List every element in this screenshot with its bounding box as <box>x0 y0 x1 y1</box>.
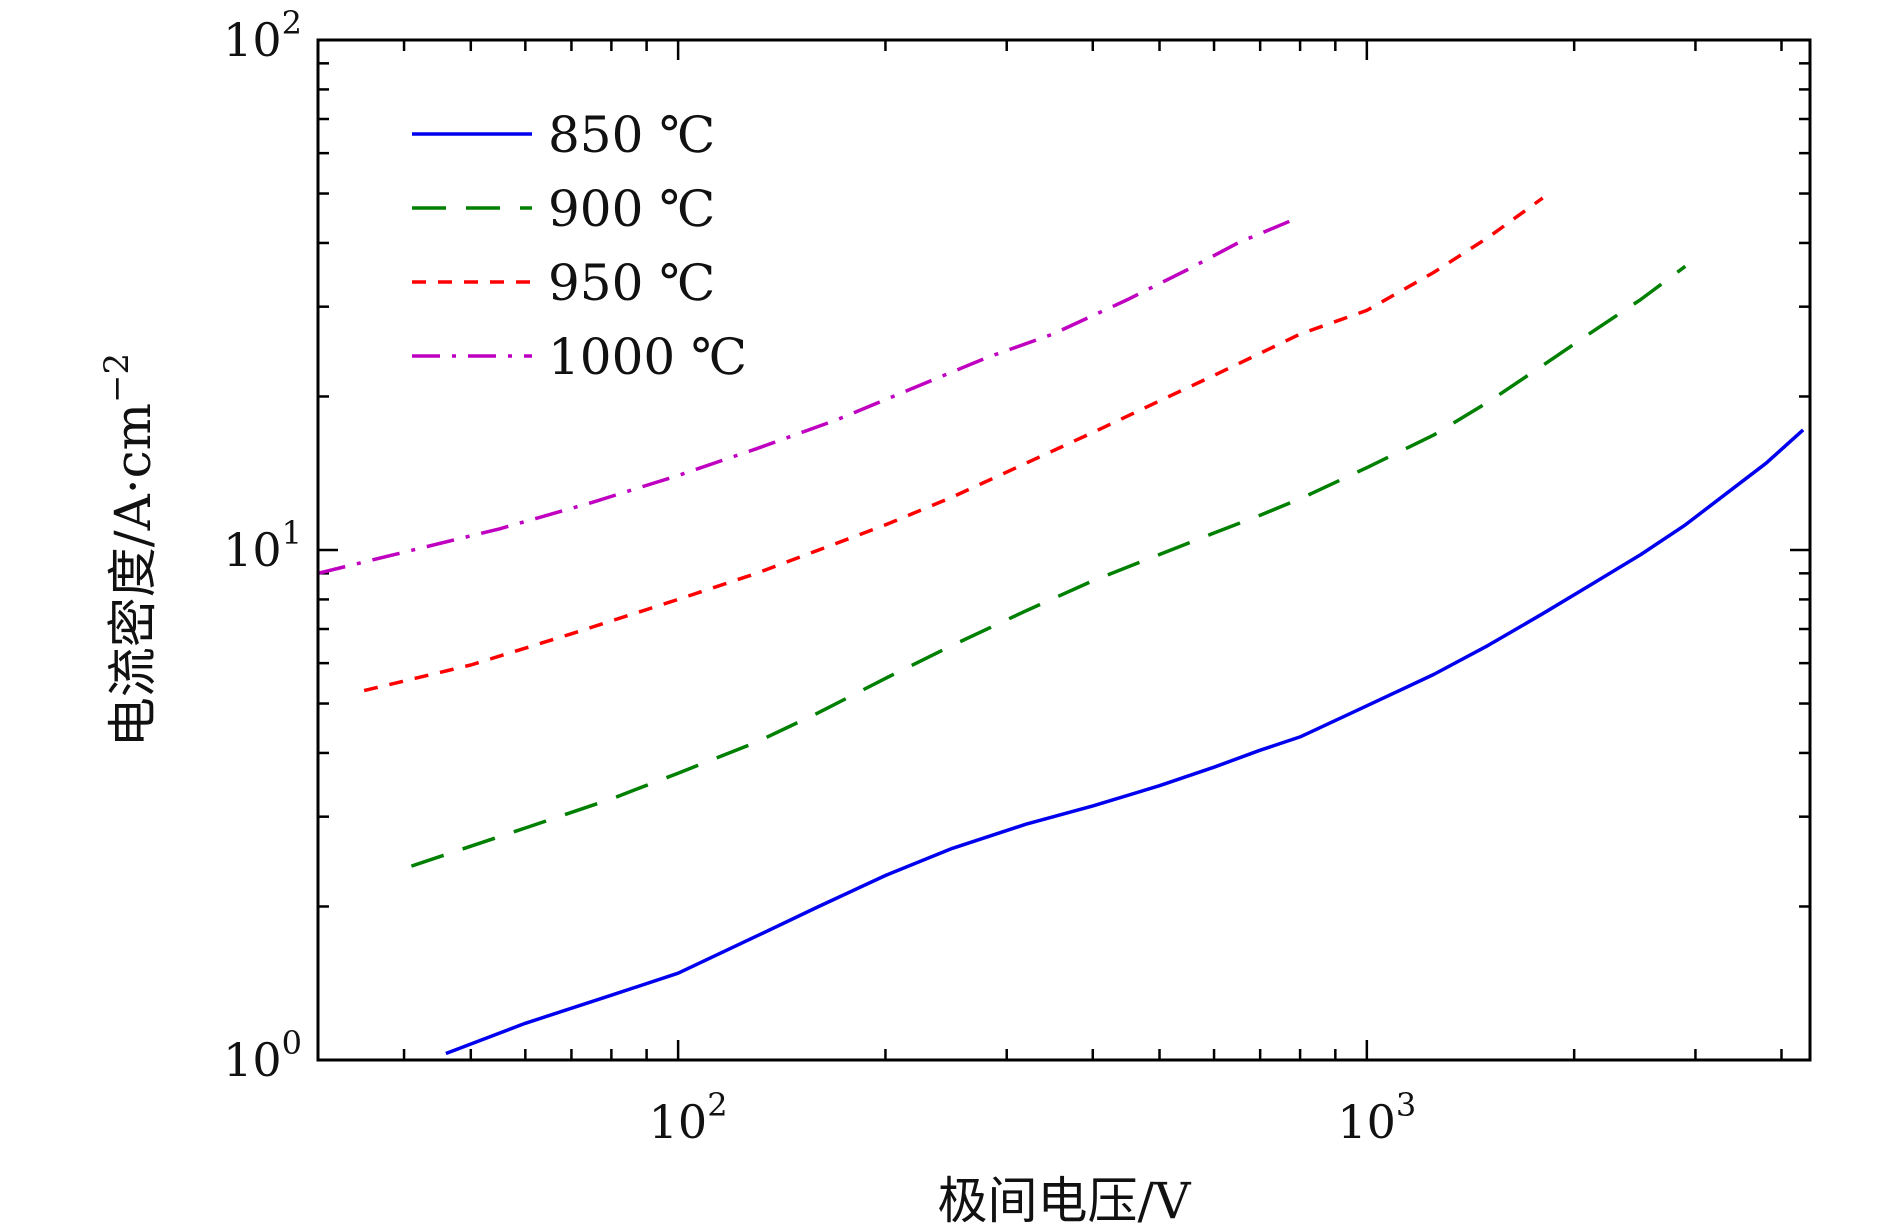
y-tick-label: 101 <box>223 514 302 577</box>
series-line-4 <box>317 215 1301 575</box>
y-axis-title-text: 电流密度/A·cm <box>104 403 162 747</box>
x-tick-label: 102 <box>649 1086 728 1149</box>
series-line-2 <box>410 264 1687 868</box>
x-axis-title: 极间电压/V <box>938 1172 1192 1228</box>
series-line-3 <box>363 196 1544 693</box>
tick-labels: 100 101 102 102 103 <box>223 4 1416 1149</box>
y-tick-label: 100 <box>223 1024 302 1087</box>
y-axis-title-group: 电流密度/A·cm−2 <box>97 353 162 747</box>
legend: 850 ℃ 900 ℃ 950 ℃ 1000 ℃ <box>412 106 747 386</box>
y-axis-title-exponent: −2 <box>97 353 137 403</box>
series-line-1 <box>445 428 1805 1056</box>
legend-label-4: 1000 ℃ <box>548 328 747 386</box>
y-tick-label: 102 <box>223 4 302 67</box>
plot-area <box>317 196 1805 1056</box>
tick-marks <box>316 40 1810 1062</box>
x-tick-label: 103 <box>1337 1086 1416 1149</box>
legend-label-1: 850 ℃ <box>548 106 715 164</box>
legend-label-2: 900 ℃ <box>548 180 715 238</box>
legend-label-3: 950 ℃ <box>548 254 715 312</box>
y-axis-title: 电流密度/A·cm−2 <box>97 353 162 747</box>
plot-frame <box>316 38 1812 1062</box>
